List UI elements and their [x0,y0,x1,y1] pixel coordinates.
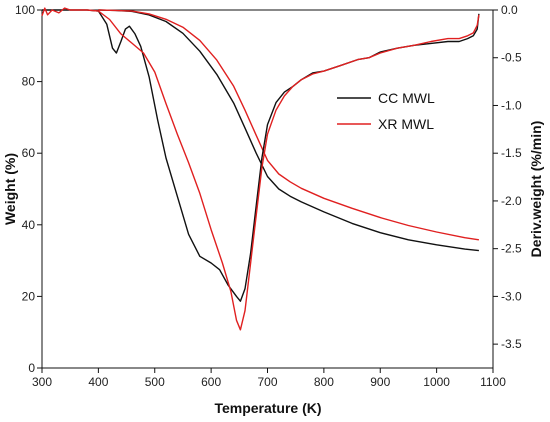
right-y-tick-label: -0.5 [501,51,522,65]
right-y-tick-label: -1.5 [501,146,522,160]
x-tick-label: 600 [201,375,221,389]
left-y-tick-label: 0 [28,361,35,375]
legend-label-cc-mwl: CC MWL [378,90,435,106]
right-y-axis-ticks: -3.5 -3.0 -2.5 -2.0 -1.5 -1.0 -0.5 0.0 [493,3,522,351]
x-tick-label: 1000 [423,375,450,389]
x-tick-label: 300 [32,375,52,389]
series-2-derivative-line [42,9,480,302]
x-axis-title: Temperature (K) [214,400,321,416]
x-axis-ticks: 300 400 500 600 700 800 900 1000 1100 [32,368,506,389]
right-y-tick-label: -2.0 [501,194,522,208]
right-y-tick-label: -2.5 [501,242,522,256]
left-y-tick-label: 40 [22,218,36,232]
left-y-axis-title: Weight (%) [2,153,18,225]
x-tick-label: 900 [370,375,390,389]
series-layer [41,7,480,331]
right-y-axis-title: Deriv.weight (%/min) [528,121,544,258]
x-tick-label: 800 [314,375,334,389]
left-y-axis-ticks: 0 20 40 60 80 100 [15,3,42,375]
x-tick-label: 500 [145,375,165,389]
legend-label-xr-mwl: XR MWL [378,116,434,132]
right-y-tick-label: -3.5 [501,337,522,351]
left-y-tick-label: 80 [22,75,36,89]
x-tick-label: 700 [257,375,277,389]
right-y-tick-label: -1.0 [501,98,522,112]
right-y-tick-label: 0.0 [501,3,518,17]
legend: CC MWL XR MWL [337,90,435,132]
plot-frame [41,9,494,369]
series-3-derivative-line [41,7,480,331]
left-y-tick-label: 60 [22,146,36,160]
left-y-tick-label: 100 [15,3,35,17]
right-y-tick-label: -3.0 [501,289,522,303]
x-tick-label: 400 [88,375,108,389]
left-y-tick-label: 20 [22,289,36,303]
x-tick-label: 1100 [480,375,506,389]
xr-mwl-weight-line [98,9,480,241]
